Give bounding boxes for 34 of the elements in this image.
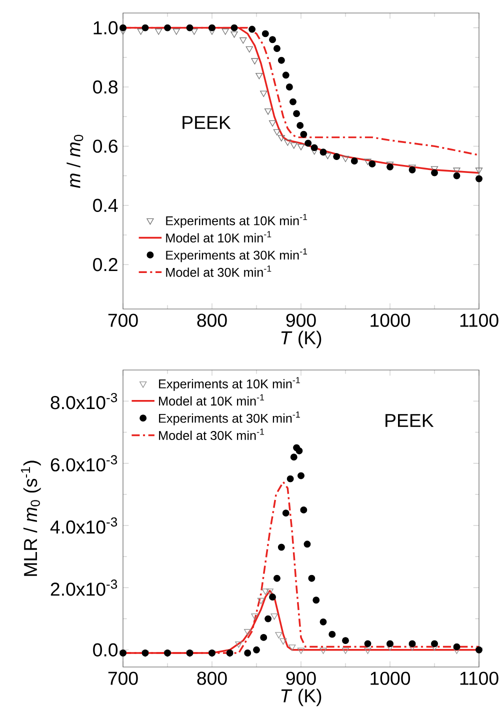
y-tick-label: 0.8 (93, 80, 118, 94)
legend-label: Experiments at 10K min$^{-1}$ (159, 377, 300, 391)
annotation: PEEK (386, 414, 434, 427)
x-tick-label: 1000 (370, 314, 410, 327)
x-tick-label: 800 (197, 672, 227, 685)
annotation: PEEK (182, 116, 231, 129)
y-tick-label: 0.4 (93, 198, 118, 212)
y-tick-label: 6.0x10$^{-3}$ (50, 455, 118, 472)
legend-label: Model at 10K min$^{-1}$ (166, 231, 272, 242)
legend-label: Model at 10K min$^{-1}$ (159, 394, 264, 406)
y-tick-label: 0.6 (93, 140, 118, 153)
x-tick-label: 700 (108, 672, 138, 685)
x-tick-label: 900 (286, 314, 316, 327)
legend-label: Experiments at 10K min$^{-1}$ (166, 214, 308, 228)
x-axis-title: T (K) (281, 330, 322, 348)
legend-label: Model at 30K min$^{-1}$ (159, 428, 264, 440)
y-tick-label: 8.0x10$^{-3}$ (50, 392, 118, 410)
x-tick-label: 900 (286, 672, 316, 685)
x-axis-title: T (K) (281, 688, 322, 706)
y-tick-label: 0.0 (93, 643, 118, 657)
y-tick-label: 4.0x10$^{-3}$ (50, 517, 118, 534)
y-tick-label: 0.2 (93, 258, 118, 272)
x-tick-label: 800 (197, 314, 227, 327)
legend-label: Experiments at 30K min$^{-1}$ (159, 411, 300, 426)
y-axis-title: m / m$_{0}$ (66, 134, 84, 188)
x-tick-label: 1100 (460, 672, 498, 685)
x-tick-label: 1000 (370, 672, 410, 685)
legend-label: Experiments at 30K min$^{-1}$ (166, 248, 308, 262)
x-tick-label: 1100 (460, 314, 498, 327)
y-tick-label: 1.0 (94, 21, 118, 34)
legend-label: Model at 30K min$^{-1}$ (166, 266, 272, 277)
x-tick-label: 700 (108, 314, 138, 327)
y-tick-label: 2.0x10$^{-3}$ (50, 580, 118, 596)
y-axis-title: MLR / m$_{0}$ (s$^{-1}$) (20, 460, 41, 576)
